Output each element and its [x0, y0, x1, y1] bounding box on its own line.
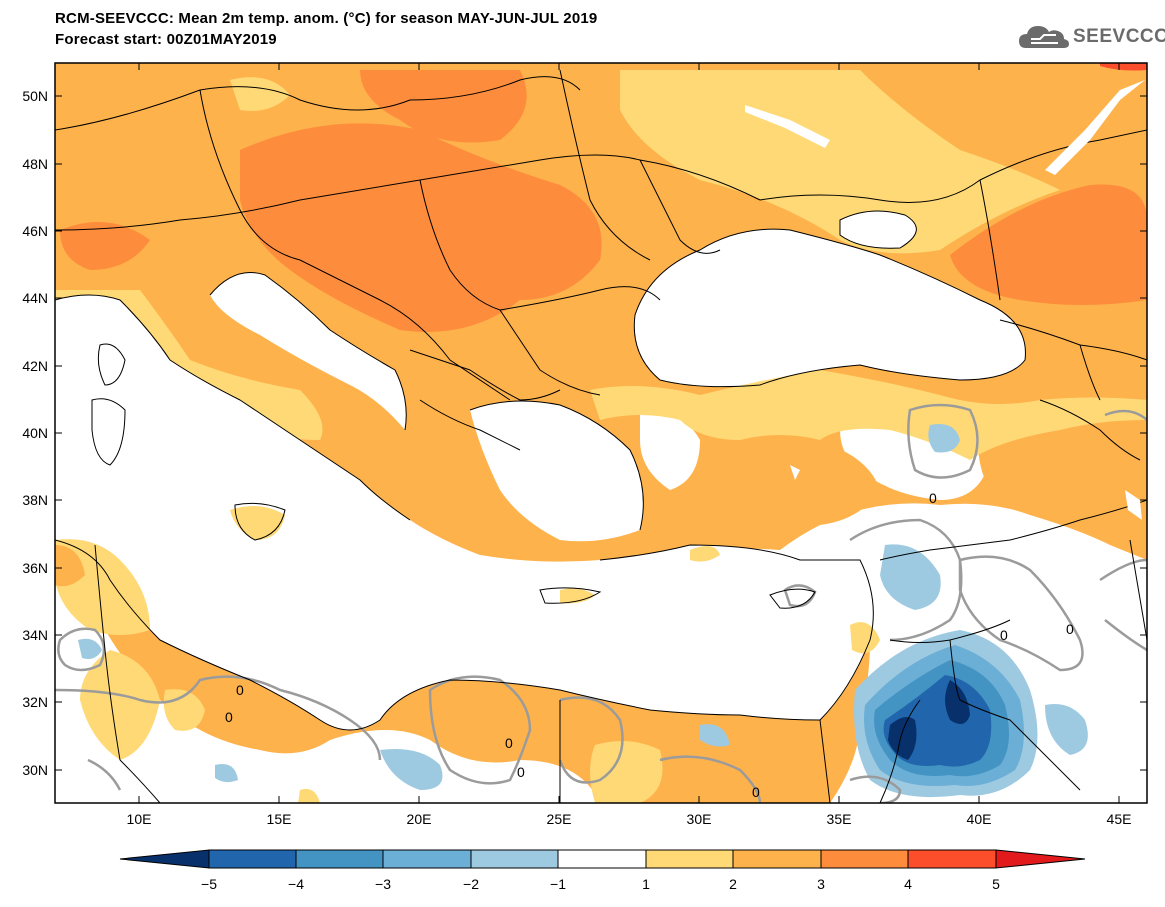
colorbar-segment [382, 849, 472, 869]
warm-patches-africa [55, 506, 880, 803]
colorbar-label: −4 [288, 876, 304, 892]
colorbar-arrow-high [995, 849, 1086, 869]
forecast-start-label: Forecast start: 00Z01MAY2019 [55, 31, 277, 48]
colorbar-segment [907, 849, 997, 869]
coastlines [55, 210, 1026, 731]
colorbar-segment [645, 849, 734, 869]
contour-label: 0 [236, 682, 244, 698]
hotspot-4-5 [1100, 63, 1147, 71]
colorbar-segment [295, 849, 384, 869]
colorbar-segment [557, 849, 647, 869]
warm-core-3-4 [240, 123, 602, 332]
colorbar-label: 4 [904, 876, 912, 892]
warm-anatolia-band [590, 370, 1147, 460]
lat-label: 48N [22, 156, 48, 172]
lat-label: 42N [22, 358, 48, 374]
lat-label: 38N [22, 492, 48, 508]
warm-core-3-4 [360, 70, 527, 143]
contour-label: 0 [225, 709, 233, 725]
contour-label: 0 [929, 490, 937, 506]
latitude-axis [55, 95, 1147, 771]
contour-labels: 0 0 0 0 0 0 0 0 [225, 490, 1074, 800]
contour-label: 0 [517, 764, 525, 780]
longitude-labels: 10E 15E 20E 25E 30E 35E 40E 45E [127, 811, 1132, 827]
colorbar-label: 2 [729, 876, 737, 892]
colorbar-arrow-low [119, 849, 210, 869]
colorbar-label: 3 [817, 876, 825, 892]
colorbar-segment [820, 849, 909, 869]
contour-label: 0 [752, 784, 760, 800]
warm-core-3-4 [60, 222, 150, 270]
warm-core-3-4 [950, 184, 1147, 305]
lon-label: 30E [687, 811, 712, 827]
lat-label: 44N [22, 290, 48, 306]
lat-label: 32N [22, 694, 48, 710]
map-title: RCM-SEEVCCC: Mean 2m temp. anom. (°C) fo… [55, 10, 598, 27]
warm-1-2 [620, 70, 1060, 254]
warm-anatolia-core [736, 441, 880, 525]
colorbar-segment [470, 849, 559, 869]
lat-label: 30N [22, 762, 48, 778]
colorbar-label: 5 [992, 876, 1000, 892]
cloud-icon [1019, 26, 1069, 48]
lon-label: 25E [547, 811, 572, 827]
lon-label: 15E [267, 811, 292, 827]
colorbar-label: −5 [201, 876, 217, 892]
colorbar-label: 1 [642, 876, 650, 892]
colorbar-label: −3 [375, 876, 391, 892]
warm-1-2 [230, 77, 290, 111]
contour-label: 0 [1000, 627, 1008, 643]
colorbar-label: −2 [463, 876, 479, 892]
lon-label: 10E [127, 811, 152, 827]
logo-text: SEEVCCC [1073, 26, 1165, 47]
seevccc-logo: SEEVCCC [1018, 20, 1165, 54]
colorbar-labels: −5 −4 −3 −2 −1 1 2 3 4 5 [201, 876, 1000, 892]
lat-label: 34N [22, 627, 48, 643]
latitude-labels: 50N 48N 46N 44N 42N 40N 38N 36N 34N 32N … [22, 88, 48, 778]
lon-label: 35E [827, 811, 852, 827]
colorbar-segment [732, 849, 822, 869]
zero-contours [55, 403, 1147, 803]
lat-label: 40N [22, 425, 48, 441]
white-streaks [745, 80, 1145, 520]
lon-label: 40E [967, 811, 992, 827]
contour-label: 0 [1066, 621, 1074, 637]
longitude-axis [138, 63, 1120, 803]
country-borders [55, 69, 1147, 803]
lon-label: 45E [1107, 811, 1132, 827]
colorbar [119, 849, 1086, 869]
cold-anomalies [78, 424, 1088, 798]
lat-label: 46N [22, 223, 48, 239]
colorbar-label: −1 [550, 876, 566, 892]
lon-label: 20E [407, 811, 432, 827]
colorbar-segment [208, 849, 297, 869]
lat-label: 50N [22, 88, 48, 104]
anomaly-field: 0 0 0 0 0 0 0 0 [55, 63, 1147, 803]
lat-label: 36N [22, 560, 48, 576]
contour-label: 0 [505, 735, 513, 751]
